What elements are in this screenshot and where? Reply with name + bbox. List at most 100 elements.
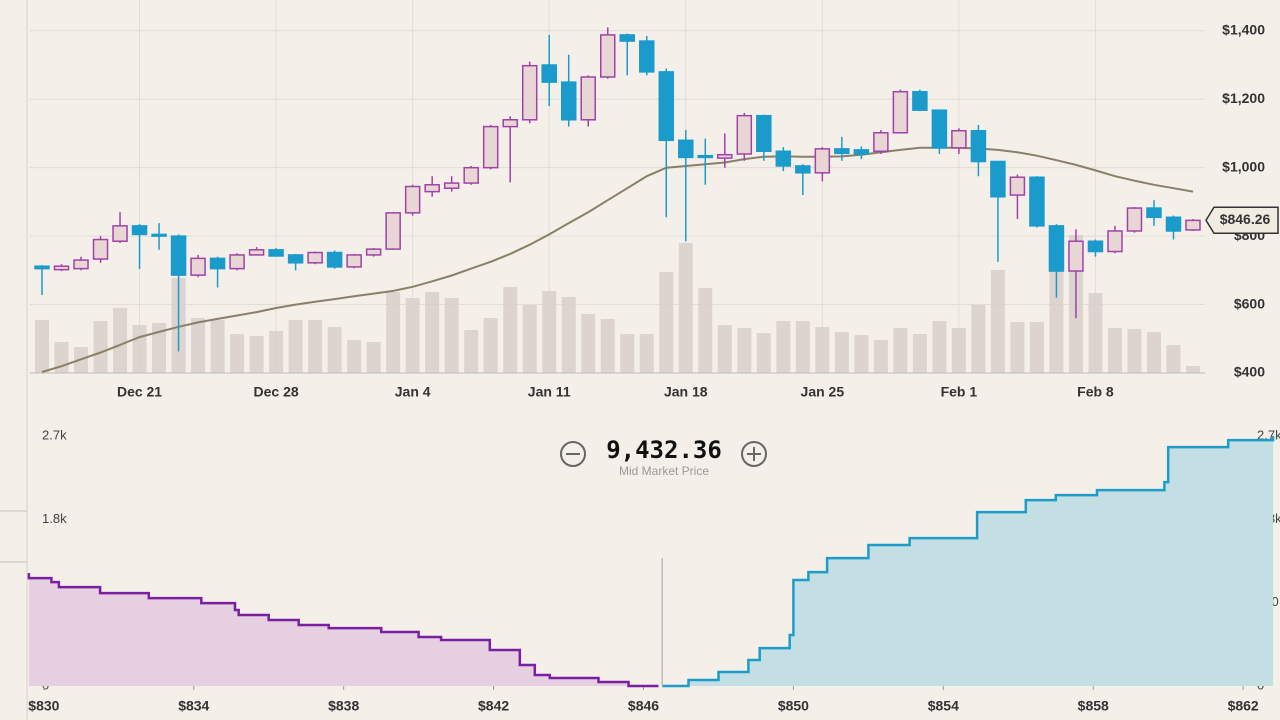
candle-body	[1185, 219, 1201, 231]
volume-bar	[737, 328, 752, 373]
y-tick-label: $400	[1234, 364, 1265, 380]
volume-bar	[717, 325, 732, 373]
zoom-in-button[interactable]	[741, 441, 767, 467]
candle-body	[912, 90, 928, 111]
volume-bar	[269, 331, 284, 373]
volume-bar	[425, 292, 440, 373]
volume-bar	[249, 336, 264, 373]
candle-body	[1048, 225, 1065, 272]
volume-bar	[776, 321, 791, 373]
candle-body	[697, 154, 714, 159]
candle-body	[1126, 207, 1143, 232]
volume-bar	[678, 243, 693, 373]
volume-bar	[795, 321, 810, 373]
candle-body	[112, 225, 128, 243]
candle-body	[931, 109, 948, 149]
volume-bar	[698, 288, 713, 373]
volume-bar	[1146, 332, 1161, 373]
volume-bar	[230, 334, 245, 373]
candle-body	[990, 160, 1006, 198]
candle-body	[736, 114, 753, 155]
depth-chart: 009009001.8k1.8k2.7k2.7k$830$834$838$842…	[27, 428, 1280, 714]
candle-body	[73, 259, 89, 270]
candle-body	[190, 257, 206, 276]
candle-body	[482, 125, 499, 169]
volume-bar	[93, 321, 108, 373]
volume-bar	[1088, 293, 1103, 373]
candle-body	[463, 166, 479, 184]
volume-bar	[873, 340, 888, 373]
candle-body	[1029, 176, 1045, 227]
candle-body	[717, 153, 733, 159]
x-tick-label: $854	[928, 698, 959, 714]
x-tick-label: Feb 1	[941, 384, 978, 400]
candle-body	[580, 76, 596, 121]
candle-body	[170, 235, 187, 276]
candle-body	[404, 185, 421, 214]
candle-body	[775, 150, 792, 167]
y-tick-label: $600	[1234, 295, 1265, 311]
depth-line	[27, 573, 659, 688]
volume-bar	[1166, 345, 1181, 373]
candle-body	[502, 119, 518, 128]
volume-bar	[464, 330, 479, 373]
x-tick-label: Jan 18	[664, 384, 708, 400]
candle-body	[53, 265, 70, 271]
depth-area	[662, 436, 1274, 686]
y-tick-label: 2.7k	[42, 428, 67, 443]
volume-bar	[639, 334, 654, 373]
candle-body	[248, 249, 265, 256]
volume-bar	[815, 327, 830, 373]
candle-body	[131, 225, 148, 236]
candle-body	[951, 129, 967, 149]
volume-bar	[113, 308, 128, 373]
candle-body	[658, 71, 675, 142]
volume-bar	[35, 320, 49, 373]
candle-body	[287, 254, 304, 264]
volume-bar	[1127, 329, 1142, 373]
x-tick-label: $842	[478, 698, 509, 714]
volume-bar	[581, 314, 596, 373]
candle-body	[970, 129, 987, 163]
candle-body	[385, 212, 401, 250]
candle-body	[1068, 240, 1084, 272]
volume-bar	[971, 305, 986, 373]
x-tick-label: Jan 25	[801, 384, 845, 400]
y-tick-label: $1,200	[1222, 90, 1265, 106]
zoom-out-button[interactable]	[560, 441, 586, 467]
candle-body	[853, 149, 870, 155]
mid-market-value: 9,432.36	[606, 436, 722, 464]
volume-bar	[542, 291, 557, 373]
candle-body	[307, 251, 323, 264]
volume-bar	[1029, 322, 1044, 373]
volume-bar	[1010, 322, 1025, 373]
candle-body	[814, 148, 831, 174]
candle-body	[541, 64, 557, 83]
x-tick-label: Jan 4	[395, 384, 431, 400]
candle-body	[1009, 176, 1026, 196]
candle-body	[619, 34, 636, 42]
volume-bar	[483, 318, 498, 373]
last-price-badge	[1205, 206, 1279, 235]
volume-bar	[444, 298, 459, 373]
x-tick-label: Feb 8	[1077, 384, 1114, 400]
volume-bar	[347, 340, 362, 373]
volume-bar	[191, 318, 206, 373]
x-tick-label: $830	[28, 698, 59, 714]
x-tick-label: Dec 28	[254, 384, 299, 400]
candle-body	[873, 132, 889, 153]
x-tick-label: $850	[778, 698, 809, 714]
candle-body	[560, 81, 577, 121]
candle-body	[443, 182, 460, 189]
mid-market-label: Mid Market Price	[619, 464, 709, 478]
volume-bar	[405, 298, 420, 373]
candle-body	[92, 238, 109, 260]
volume-bar	[600, 319, 615, 373]
volume-bar	[1107, 328, 1122, 373]
candle-body	[326, 251, 343, 268]
candle-body	[521, 64, 538, 121]
volume-bar	[308, 320, 323, 373]
volume-bar	[834, 332, 849, 373]
candle-body	[229, 254, 245, 270]
